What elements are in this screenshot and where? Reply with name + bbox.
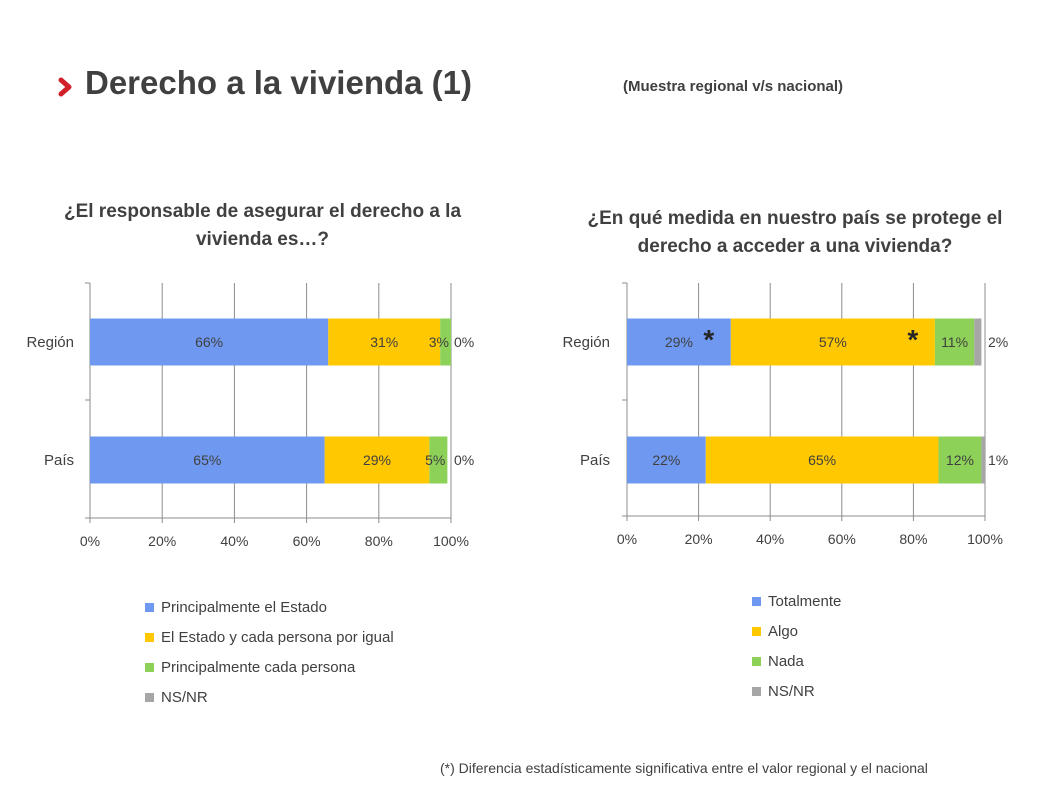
chart-1-title: ¿El responsable de asegurar el derecho a…	[63, 201, 462, 250]
legend-item: NS/NR	[145, 682, 394, 712]
page-subtitle: (Muestra regional v/s nacional)	[623, 78, 844, 95]
x-tick-label: 80%	[365, 533, 393, 549]
chart-2-title: ¿En qué medida en nuestro país se proteg…	[587, 208, 1003, 257]
data-label: 65%	[193, 452, 221, 468]
bar-segment	[974, 318, 982, 366]
x-tick-label: 60%	[828, 531, 856, 547]
category-label: País	[580, 452, 610, 469]
data-label: 1%	[988, 452, 1008, 468]
legend-swatch	[145, 662, 154, 672]
x-tick-label: 40%	[220, 533, 248, 549]
legend-swatch	[752, 686, 761, 696]
category-label: Región	[26, 334, 74, 351]
legend-label: NS/NR	[161, 688, 208, 706]
x-tick-label: 100%	[967, 531, 1003, 547]
legend-swatch	[752, 656, 761, 666]
bar-segment	[627, 318, 731, 366]
bar-segment	[934, 318, 975, 366]
data-label: 57%	[819, 334, 847, 350]
chart-1-legend: Principalmente el Estado El Estado y cada…	[145, 592, 394, 712]
data-label: 29%	[363, 452, 391, 468]
x-tick-label: 0%	[617, 531, 637, 547]
bar-segment	[324, 436, 430, 484]
legend-label: Principalmente cada persona	[161, 658, 356, 676]
x-tick-label: 40%	[756, 531, 784, 547]
bar-segment	[429, 436, 448, 484]
legend-label: Principalmente el Estado	[161, 598, 327, 616]
data-label: 66%	[195, 334, 223, 350]
bar-segment	[90, 318, 329, 366]
legend-item: Principalmente el Estado	[145, 592, 394, 622]
category-label: Región	[562, 334, 610, 351]
x-tick-label: 80%	[899, 531, 927, 547]
data-label: 22%	[652, 452, 680, 468]
legend-label: Algo	[768, 622, 799, 640]
data-label: 0%	[454, 334, 474, 350]
category-label: País	[44, 452, 74, 469]
bar-segment	[938, 436, 982, 484]
chart-2-legend: Totalmente Algo Nada NS/NR	[752, 586, 841, 706]
data-label: 0%	[454, 452, 474, 468]
legend-label: Nada	[768, 652, 804, 670]
legend-item: El Estado y cada persona por igual	[145, 622, 394, 652]
footnote: (*) Diferencia estadísticamente signific…	[440, 760, 928, 776]
legend-label: El Estado y cada persona por igual	[161, 628, 394, 646]
legend-swatch	[145, 632, 154, 642]
x-tick-label: 60%	[293, 533, 321, 549]
data-label: 3%	[429, 334, 449, 350]
bar-segment	[981, 436, 985, 484]
data-label: 12%	[946, 452, 974, 468]
significance-mark: *	[907, 324, 918, 355]
bar-segment	[440, 318, 451, 366]
bar-segment	[328, 318, 441, 366]
significance-mark: *	[703, 324, 714, 355]
bar-segment	[90, 436, 325, 484]
bar-segment	[730, 318, 935, 366]
legend-item: Totalmente	[752, 586, 841, 616]
x-tick-label: 100%	[433, 533, 469, 549]
page-title: Derecho a la vivienda (1)	[85, 64, 472, 101]
data-label: 11%	[941, 334, 968, 350]
legend-item: Principalmente cada persona	[145, 652, 394, 682]
bar-segment	[627, 436, 706, 484]
legend-swatch	[145, 602, 154, 612]
x-tick-label: 0%	[80, 533, 100, 549]
legend-item: NS/NR	[752, 676, 841, 706]
data-label: 31%	[370, 334, 398, 350]
legend-item: Algo	[752, 616, 841, 646]
chevron-right-icon	[58, 77, 72, 97]
data-label: 5%	[425, 452, 445, 468]
legend-label: NS/NR	[768, 682, 815, 700]
legend-swatch	[145, 692, 154, 702]
legend-label: Totalmente	[768, 592, 842, 610]
legend-item: Nada	[752, 646, 841, 676]
legend-swatch	[752, 626, 761, 636]
x-tick-label: 20%	[148, 533, 176, 549]
data-label: 65%	[808, 452, 836, 468]
data-label: 2%	[988, 334, 1008, 350]
legend-swatch	[752, 596, 761, 606]
x-tick-label: 20%	[685, 531, 713, 547]
bar-segment	[705, 436, 939, 484]
data-label: 29%	[665, 334, 693, 350]
